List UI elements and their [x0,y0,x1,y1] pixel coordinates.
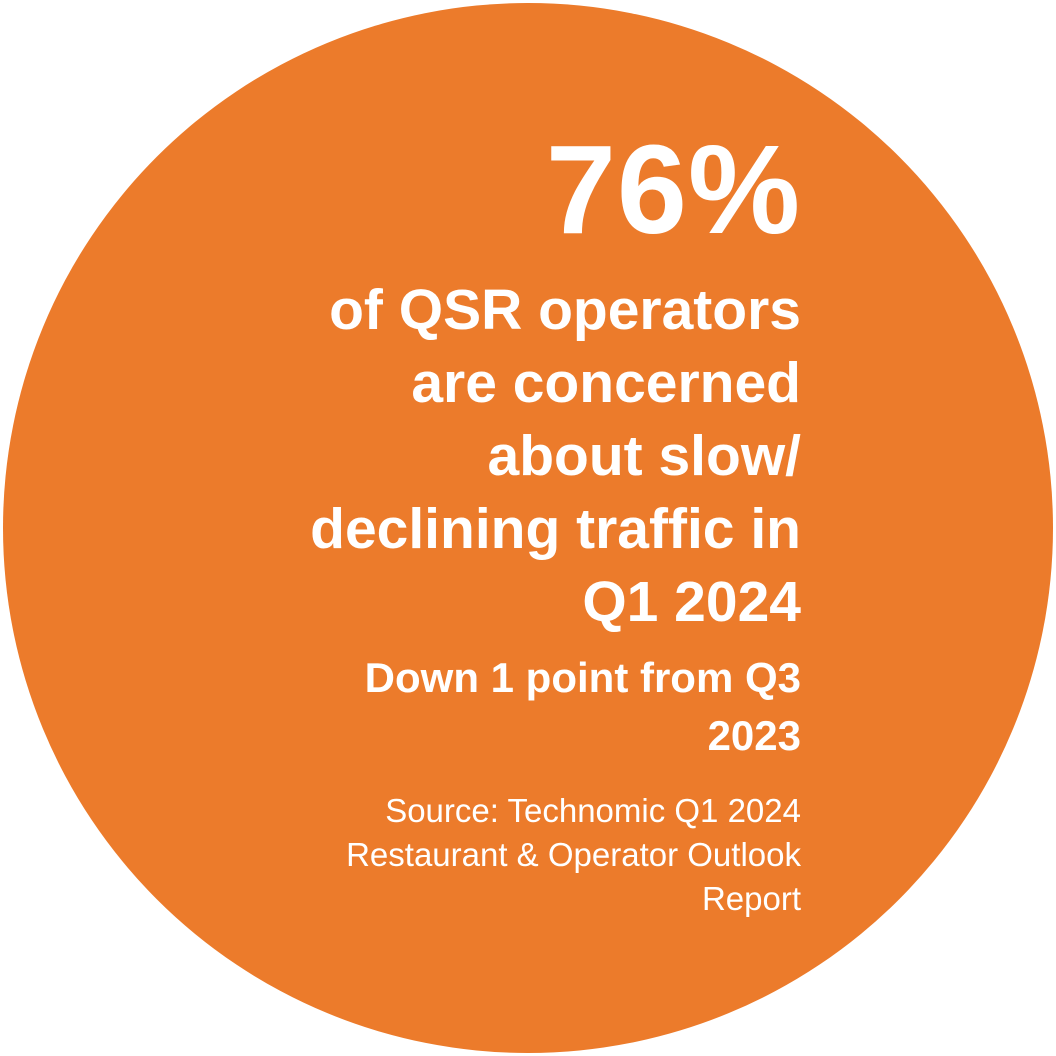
headline-line: about slow/ [487,424,802,488]
headline-line: of QSR operators [329,278,801,342]
stat-headline: of QSR operators are concerned about slo… [181,274,801,639]
stat-percentage: 76% [545,119,801,260]
orange-stat-circle [3,3,1053,1053]
headline-line: declining traffic in [310,497,801,561]
stat-text-block: 76% of QSR operators are concerned about… [181,120,801,921]
change-note-line: 2023 [707,712,801,759]
change-note: Down 1 point from Q3 2023 [181,649,801,765]
source-line: Restaurant & Operator Outlook [346,836,801,873]
source-line: Source: Technomic Q1 2024 [385,792,801,829]
source-citation: Source: Technomic Q1 2024 Restaurant & O… [181,789,801,921]
change-note-line: Down 1 point from Q3 [364,654,801,701]
source-line: Report [701,880,801,917]
headline-line: Q1 2024 [582,570,801,634]
headline-line: are concerned [411,351,801,415]
